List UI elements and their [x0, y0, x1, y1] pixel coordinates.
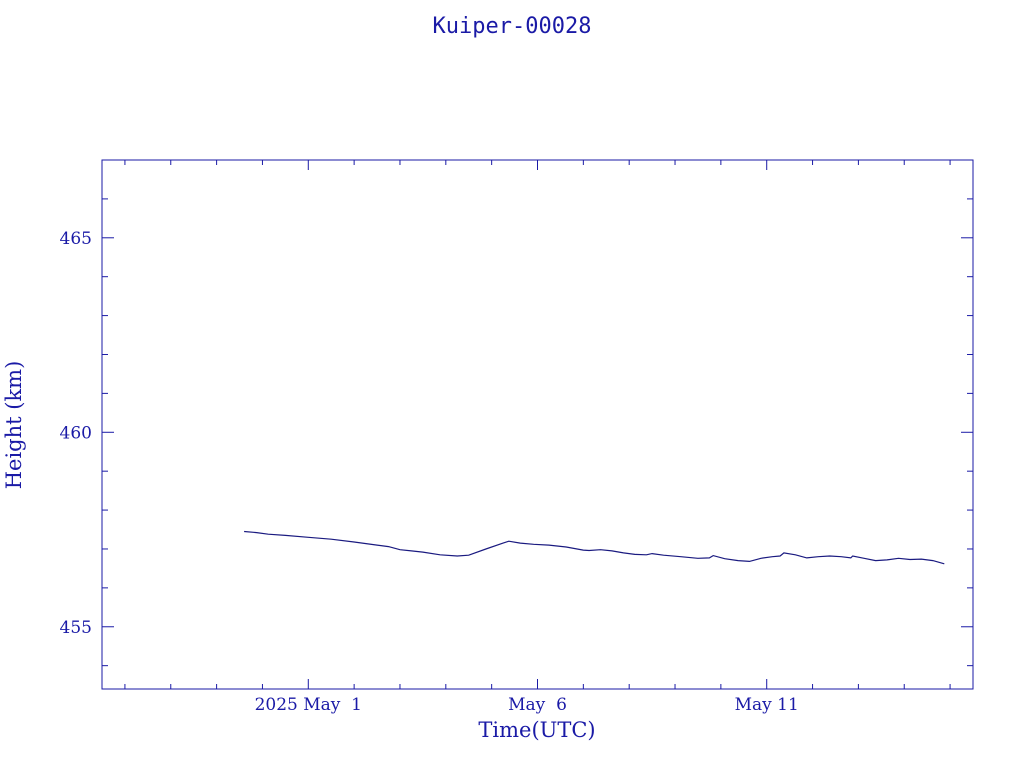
y-tick-label: 455: [60, 618, 92, 638]
y-tick-label: 465: [60, 229, 92, 249]
x-tick-label: 2025 May 1: [255, 695, 362, 715]
chart-title: Kuiper-00028: [432, 14, 592, 39]
x-axis-label: Time(UTC): [478, 718, 596, 742]
tick-labels: 2025 May 1 May 6 May 11 455 460 465: [60, 229, 799, 715]
plot-frame: [101, 159, 974, 690]
y-axis-label: Height (km): [2, 360, 26, 490]
x-tick-label: May 11: [735, 695, 799, 715]
series-line: [244, 530, 945, 565]
axis-ticks: [102, 159, 973, 689]
x-tick-label: May 6: [508, 695, 567, 715]
y-tick-label: 460: [60, 423, 92, 443]
